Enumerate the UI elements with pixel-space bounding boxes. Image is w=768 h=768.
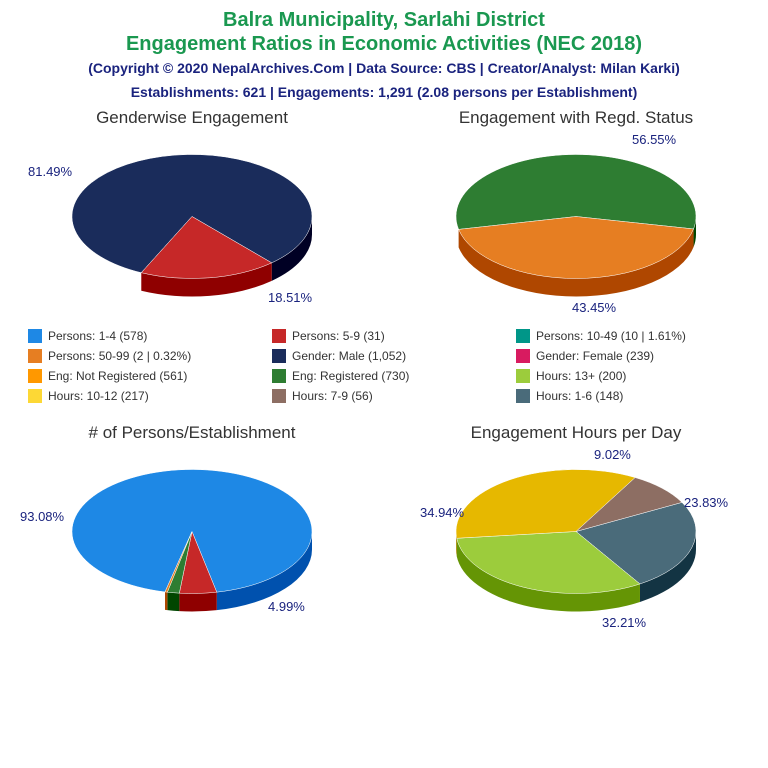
chart-hours: Engagement Hours per Day 23.83% 32.21% 34.…: [384, 415, 768, 632]
chart-row-bottom: # of Persons/Establishment 93.08% 4.99% E…: [0, 415, 768, 632]
legend-swatch: [516, 389, 530, 403]
chart-title: Engagement Hours per Day: [384, 423, 768, 443]
legend-item: Persons: 1-4 (578): [28, 329, 252, 343]
pie-slice-label: 9.02%: [594, 447, 631, 462]
legend-item: Hours: 7-9 (56): [272, 389, 496, 403]
pie-regd: 56.55% 43.45%: [384, 132, 768, 317]
pie-gender: 81.49% 18.51%: [0, 132, 384, 317]
legend-text: Hours: 13+ (200): [536, 369, 626, 383]
pie-slice-label: 4.99%: [268, 599, 305, 614]
legend-text: Eng: Not Registered (561): [48, 369, 187, 383]
legend-text: Hours: 1-6 (148): [536, 389, 623, 403]
legend-item: Eng: Not Registered (561): [28, 369, 252, 383]
legend-swatch: [28, 369, 42, 383]
pie-slice-label: 56.55%: [632, 132, 676, 147]
legend-swatch: [272, 369, 286, 383]
legend-item: Persons: 5-9 (31): [272, 329, 496, 343]
legend-swatch: [272, 329, 286, 343]
legend-item: Gender: Female (239): [516, 349, 740, 363]
charts-container: Genderwise Engagement 81.49% 18.51% Engag…: [0, 100, 768, 632]
stats-line: Establishments: 621 | Engagements: 1,291…: [0, 84, 768, 100]
pie-slice-label: 81.49%: [28, 164, 72, 179]
legend-swatch: [516, 349, 530, 363]
legend-swatch: [28, 329, 42, 343]
pie-slice-label: 93.08%: [20, 509, 64, 524]
title-line-1: Balra Municipality, Sarlahi District: [0, 8, 768, 32]
chart-row-top: Genderwise Engagement 81.49% 18.51% Engag…: [0, 100, 768, 317]
chart-regd: Engagement with Regd. Status 56.55% 43.45…: [384, 100, 768, 317]
legend-text: Gender: Male (1,052): [292, 349, 406, 363]
legend-swatch: [516, 369, 530, 383]
chart-persons: # of Persons/Establishment 93.08% 4.99%: [0, 415, 384, 632]
pie-hours: 23.83% 32.21% 34.94% 9.02%: [384, 447, 768, 632]
legend-text: Persons: 50-99 (2 | 0.32%): [48, 349, 191, 363]
legend-swatch: [272, 349, 286, 363]
pie-slice-label: 23.83%: [684, 495, 728, 510]
legend: Persons: 1-4 (578) Persons: 5-9 (31) Perso…: [0, 317, 768, 415]
legend-text: Hours: 7-9 (56): [292, 389, 373, 403]
legend-item: Hours: 13+ (200): [516, 369, 740, 383]
legend-text: Eng: Registered (730): [292, 369, 409, 383]
pie-persons: 93.08% 4.99%: [0, 447, 384, 632]
legend-item: Persons: 10-49 (10 | 1.61%): [516, 329, 740, 343]
legend-item: Persons: 50-99 (2 | 0.32%): [28, 349, 252, 363]
copyright: (Copyright © 2020 NepalArchives.Com | Da…: [0, 60, 768, 76]
legend-item: Hours: 1-6 (148): [516, 389, 740, 403]
title-line-2: Engagement Ratios in Economic Activities…: [0, 32, 768, 56]
legend-text: Persons: 1-4 (578): [48, 329, 147, 343]
chart-title: Genderwise Engagement: [0, 108, 384, 128]
legend-text: Persons: 5-9 (31): [292, 329, 385, 343]
pie-slice-label: 34.94%: [420, 505, 464, 520]
legend-swatch: [28, 349, 42, 363]
chart-title: # of Persons/Establishment: [0, 423, 384, 443]
chart-gender: Genderwise Engagement 81.49% 18.51%: [0, 100, 384, 317]
pie-slice-label: 18.51%: [268, 290, 312, 305]
legend-text: Persons: 10-49 (10 | 1.61%): [536, 329, 686, 343]
header: Balra Municipality, Sarlahi District Eng…: [0, 0, 768, 100]
legend-swatch: [516, 329, 530, 343]
pie-slice-label: 43.45%: [572, 300, 616, 315]
legend-text: Hours: 10-12 (217): [48, 389, 149, 403]
legend-swatch: [28, 389, 42, 403]
chart-title: Engagement with Regd. Status: [384, 108, 768, 128]
legend-swatch: [272, 389, 286, 403]
legend-item: Eng: Registered (730): [272, 369, 496, 383]
pie-slice-label: 32.21%: [602, 615, 646, 630]
legend-text: Gender: Female (239): [536, 349, 654, 363]
legend-item: Hours: 10-12 (217): [28, 389, 252, 403]
legend-item: Gender: Male (1,052): [272, 349, 496, 363]
